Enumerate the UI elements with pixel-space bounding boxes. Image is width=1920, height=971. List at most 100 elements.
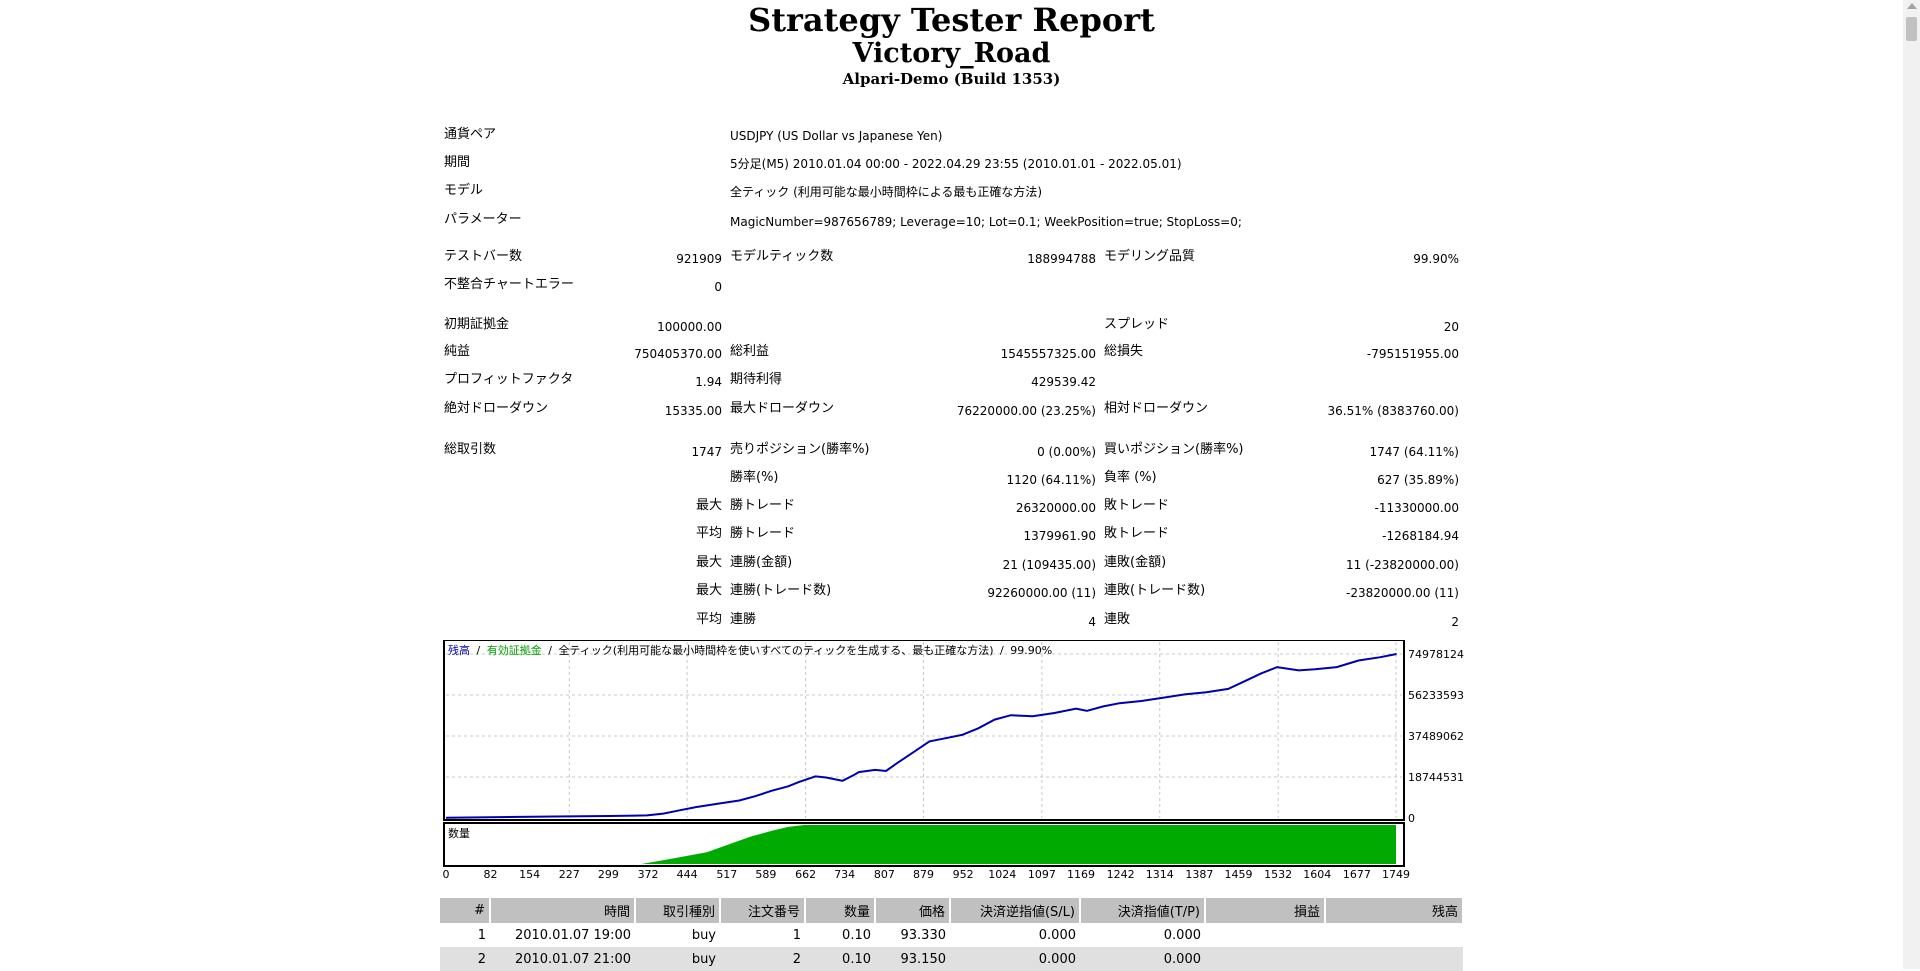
scroll-up-arrow-icon[interactable] [1907,3,1917,9]
avg-cons-wins-label: 連勝 [730,612,757,627]
x-tick-label: 1604 [1303,868,1331,880]
table-cell: 0.000 [950,923,1080,947]
x-tick-label: 1024 [988,868,1016,880]
legend-quality: 99.90% [1010,644,1052,657]
x-tick-label: 0 [443,868,450,880]
x-tick-label: 1314 [1146,868,1174,880]
legend-sep-3: / [1000,644,1004,657]
table-cell: 2010.01.07 19:00 [490,923,635,947]
abs-dd-value: 15335.00 [664,404,722,418]
spread-value: 20 [1443,320,1459,334]
largest-loss-label: 敗トレード [1104,498,1170,513]
trades-column-header: 残高 [1325,898,1464,923]
balance-line [445,653,1397,819]
symbol-value: USDJPY (US Dollar vs Japanese Yen) [730,129,943,143]
net-label: 純益 [444,344,471,359]
net-value: 750405370.00 [634,347,722,361]
ticks-label: モデルティック数 [730,249,834,264]
table-cell: 93.150 [875,947,950,971]
trades-column-header: 取引種別 [635,898,721,923]
win-value: 1120 (64.11%) [1006,473,1096,487]
legend-equity: 有効証拠金 [487,643,542,657]
max-cons-loss-label: 連敗(トレード数) [1104,583,1206,598]
errors-value: 0 [714,280,722,294]
x-tick-label: 1242 [1107,868,1135,880]
table-cell: 1 [440,923,490,947]
x-tick-label: 299 [598,868,619,880]
total-trades-value: 1747 [691,445,722,459]
chart-svg: 0 18744531 37489062 56233593 74978124 0 82 154… [443,640,1464,880]
table-cell: 0.10 [805,947,875,971]
trades-column-header: 損益 [1205,898,1326,923]
loss-label: 負率 (%) [1104,470,1157,485]
max-cons-loss-value: -23820000.00 (11) [1346,586,1459,600]
trades-column-header: 価格 [875,898,951,923]
table-cell: 2 [440,947,490,971]
avg-win-label: 勝トレード [730,526,796,541]
server-name: Alpari-Demo (Build 1353) [842,70,1061,88]
spread-label: スプレッド [1104,317,1170,332]
ea-name: Victory_Road [852,38,1051,69]
max-cons-wins-value: 21 (109435.00) [1002,558,1096,572]
rel-dd-value: 36.51% (8383760.00) [1327,404,1459,418]
table-cell: 93.330 [875,923,950,947]
grid-lines [446,642,1402,818]
max-word-3: 最大 [695,583,722,598]
quality-label: モデリング品質 [1104,249,1196,264]
scrollbar-thumb[interactable] [1906,17,1917,41]
period-label: 期間 [444,155,471,170]
gross-loss-value: -795151955.00 [1366,347,1459,361]
errors-label: 不整合チャートエラー [444,277,574,292]
table-cell [1205,923,1325,947]
table-cell [1205,947,1325,971]
y-tick-label: 74978124 [1408,648,1464,661]
symbol-label: 通貨ペア [444,127,497,142]
ticks-value: 188994788 [1027,252,1096,266]
table-cell: buy [635,923,720,947]
max-cons-losses-value: 11 (-23820000.00) [1346,558,1459,572]
y-tick-label: 18744531 [1408,771,1464,784]
trades-column-header: 決済指値(T/P) [1080,898,1206,923]
table-cell [1325,923,1463,947]
avg-cons-wins-value: 4 [1088,615,1096,629]
x-axis-ticks: 0 82 154 227 299 372 444 517 589 662 734 807 879 952 1… [443,868,1411,880]
legend-sep-1: / [477,644,481,657]
largest-win-value: 26320000.00 [1015,501,1096,515]
trades-header-row: # 時間 取引種別 注文番号 数量 価格 決済逆指値(S/L) 決済指値(T/P) 損益 残高 [440,898,1464,923]
pf-label: プロフィットファクタ [444,372,574,387]
y-axis-ticks: 0 18744531 37489062 56233593 74978124 [1408,648,1464,825]
trades-column-header: # [440,898,491,923]
expected-label: 期待利得 [730,372,783,387]
x-tick-label: 227 [559,868,580,880]
x-tick-label: 1097 [1028,868,1056,880]
vertical-scrollbar[interactable] [1903,0,1920,969]
chart-legend: 残高 / 有効証拠金 / 全ティック(利用可能な最小時間枠を使いすべてのティック… [448,643,1052,657]
table-row: 2 2010.01.07 21:00 buy 2 0.10 93.150 0.000 0.00… [440,947,1463,971]
trades-column-header: 時間 [490,898,636,923]
trades-column-header: 決済逆指値(S/L) [950,898,1081,923]
x-tick-label: 589 [755,868,776,880]
max-word-1: 最大 [695,498,722,513]
gross-profit-label: 総利益 [730,344,770,359]
expected-value: 429539.42 [1031,375,1096,389]
params-value: MagicNumber=987656789; Leverage=10; Lot=… [730,215,1242,229]
main-plot-frame [443,640,1405,821]
volume-label: 数量 [448,827,470,840]
trades-table: # 時間 取引種別 注文番号 数量 価格 決済逆指値(S/L) 決済指値(T/P) 損益 残高 1… [440,898,1464,971]
period-value: 5分足(M5) 2010.01.04 00:00 - 2022.04.29 23… [730,157,1182,171]
legend-balance: 残高 [448,643,470,657]
legend-model: 全ティック(利用可能な最小時間枠を使いすべてのティックを生成する、最も正確な方法… [558,643,993,657]
y-tick-label: 0 [1408,812,1415,825]
deposit-label: 初期証拠金 [444,317,510,332]
bars-value: 921909 [676,252,722,266]
table-cell: 0.000 [950,947,1080,971]
max-cons-wins-label: 連勝(金額) [730,555,793,570]
x-tick-label: 1387 [1185,868,1213,880]
long-label: 買いポジション(勝率%) [1104,442,1244,457]
x-tick-label: 444 [677,868,698,880]
table-row: 1 2010.01.07 19:00 buy 1 0.10 93.330 0.000 0.00… [440,923,1463,947]
x-tick-label: 372 [638,868,659,880]
x-tick-label: 154 [519,868,540,880]
long-value: 1747 (64.11%) [1369,445,1459,459]
y-tick-label: 56233593 [1408,689,1464,702]
